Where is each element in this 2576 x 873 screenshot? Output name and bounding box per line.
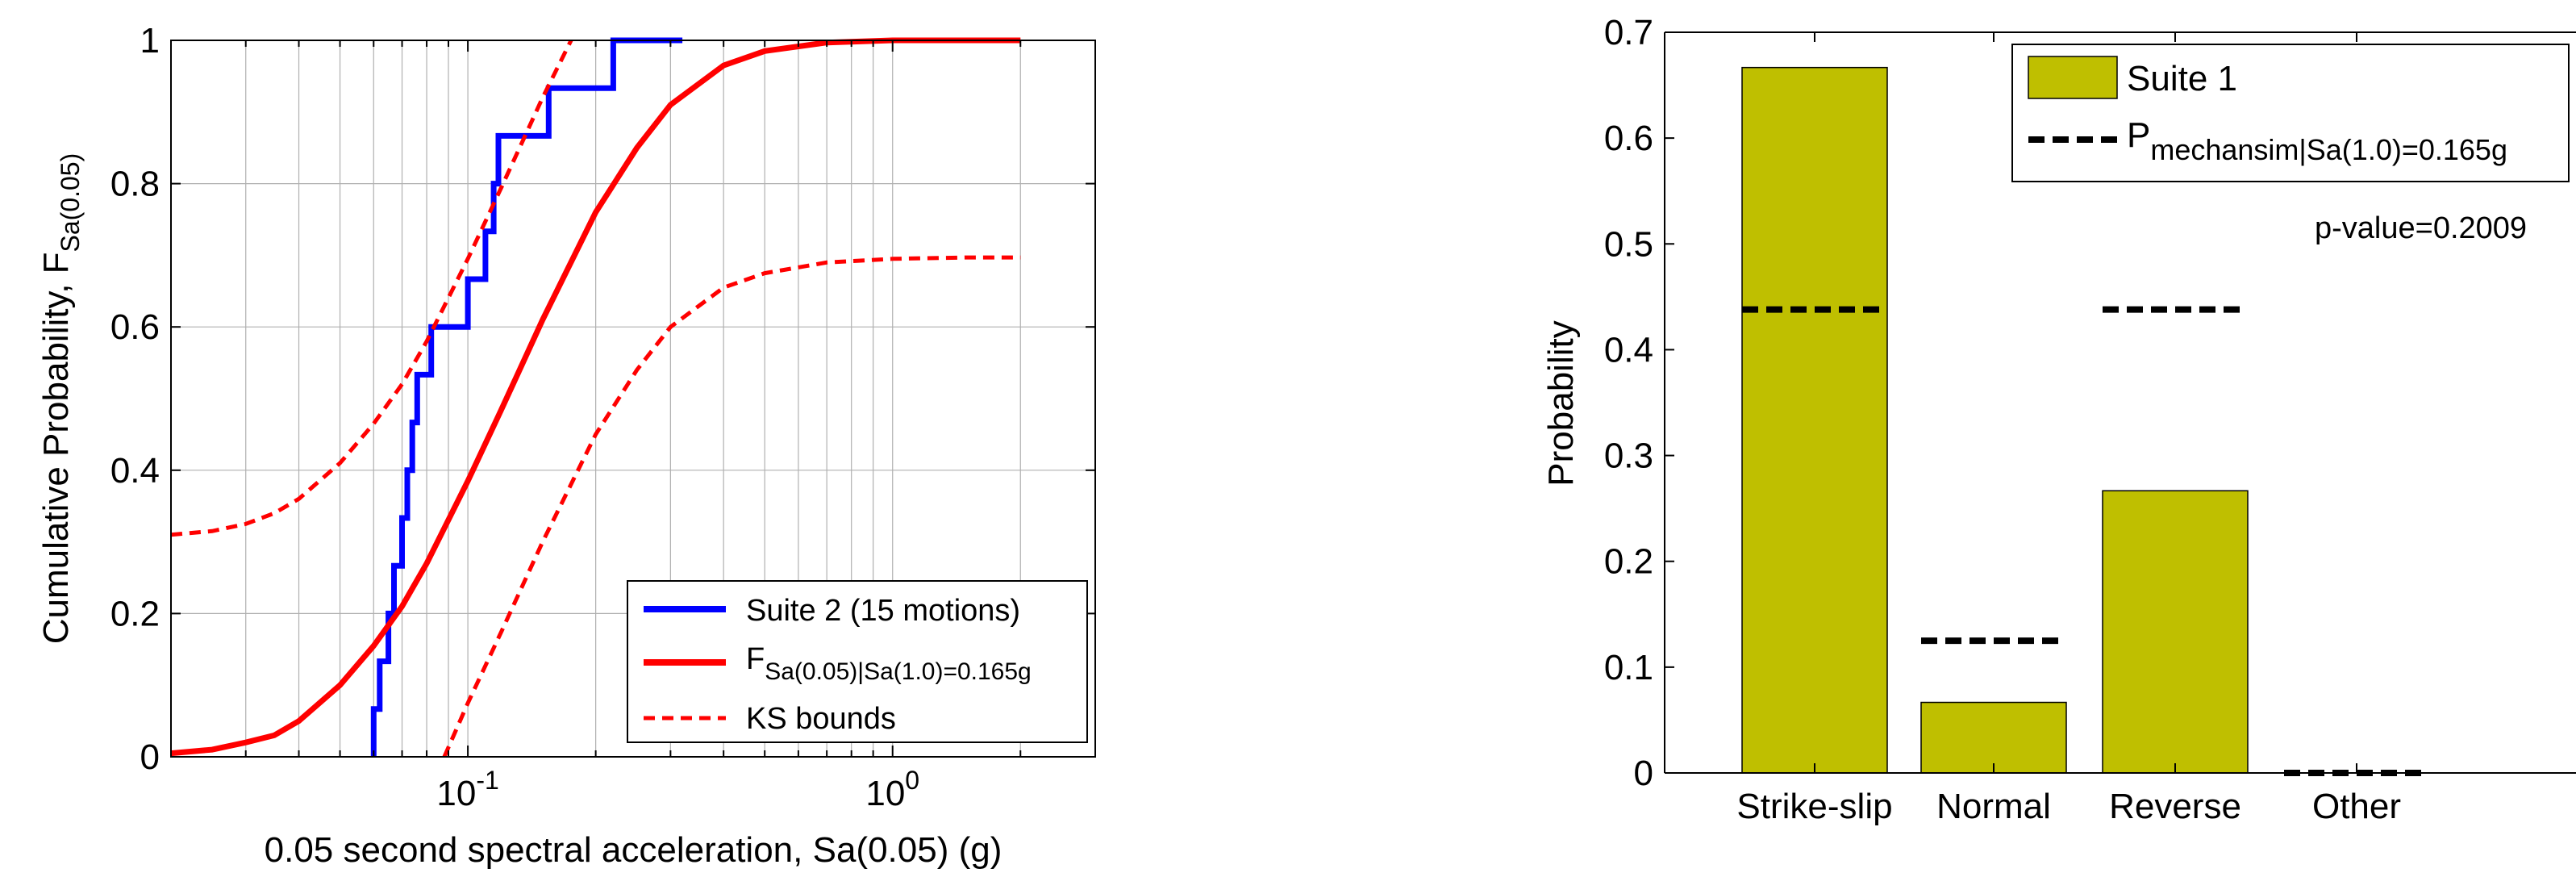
cdf-x-axis-label: 0.05 second spectral acceleration, Sa(0.… (265, 830, 1002, 870)
cdf-x-tick-label-exp: 0 (905, 766, 919, 795)
cdf-legend-label-suite2: Suite 2 (15 motions) (746, 594, 1020, 628)
cdf-y-tick-label: 0.2 (110, 594, 160, 633)
cdf-x-ticks: 10-1 100 (244, 40, 1022, 813)
cdf-legend-label-F-main: F (746, 642, 765, 676)
bar-reverse (2102, 490, 2249, 774)
bar-legend-label-mechanism: Pmechansim|Sa(1.0)=0.165g (2127, 115, 2507, 166)
bar-legend-label-suite1: Suite 1 (2127, 59, 2237, 98)
bar-legend-label-mechanism-sub: mechansim|Sa(1.0)=0.165g (2150, 133, 2507, 166)
cdf-x-tick-label-base: 10 (865, 774, 905, 813)
cdf-axes-frame (170, 40, 1096, 758)
bar-y-tick-label: 0.6 (1604, 119, 1653, 158)
bar-legend-swatch-suite1 (2028, 56, 2118, 99)
cdf-x-tick-label-base: 10 (436, 774, 476, 813)
bar-axes-frame (1664, 31, 2576, 774)
bar-x-ticks: Strike-slip Normal Reverse Other (1736, 32, 2401, 826)
cdf-legend-label-F-sub: Sa(0.05)|Sa(1.0)=0.165g (765, 658, 1032, 685)
bar-strike-slip (1741, 66, 1888, 774)
bar-series-group (1741, 66, 2249, 774)
bar-y-axis-label: Probability (1541, 320, 1581, 486)
cdf-series-suite2-step (370, 37, 683, 757)
cdf-series-ks-upper (170, 39, 573, 537)
bar-y-tick-label: 0 (1634, 754, 1653, 793)
cdf-x-tick-label: 100 (865, 766, 919, 813)
bar-y-tick-label: 0.5 (1604, 224, 1653, 264)
cdf-series-fitted-cdf (170, 37, 1021, 757)
cdf-y-axis-label: Cumulative Probability, FSa(0.05) (36, 153, 85, 645)
cdf-y-axis-label-main: Cumulative Probability, F (36, 252, 76, 644)
bar-y-tick-label: 0.1 (1604, 648, 1653, 687)
cdf-y-tick-label: 0 (140, 737, 160, 777)
mechanism-bar-chart: 0 0.1 0.2 0.3 0.4 0.5 0.6 0.7 Strike-slip Normal… (1541, 13, 2576, 826)
cdf-y-axis-label-sub: Sa(0.05) (56, 153, 85, 253)
cdf-legend-label-ks: KS bounds (746, 702, 896, 736)
bar-normal (1920, 701, 2067, 774)
bar-x-tick-label: Normal (1936, 787, 2051, 826)
bar-y-tick-label: 0.7 (1604, 13, 1653, 52)
cdf-x-tick-label-exp: -1 (476, 766, 498, 795)
bar-y-tick-label: 0.2 (1604, 542, 1653, 582)
cdf-x-tick-label: 10-1 (436, 766, 498, 813)
cdf-legend-label-F: FSa(0.05)|Sa(1.0)=0.165g (746, 642, 1032, 685)
bar-y-tick-label: 0.4 (1604, 330, 1653, 370)
cdf-chart: 00.20.40.60.81 10-1 100 0.05 second spect… (36, 21, 1096, 870)
bar-y-ticks: 0 0.1 0.2 0.3 0.4 0.5 0.6 0.7 (1604, 13, 1674, 793)
cdf-y-ticks: 0 0.2 0.4 0.6 0.8 1 (110, 21, 1095, 777)
bar-x-tick-label: Reverse (2109, 787, 2241, 826)
cdf-y-tick-label: 1 (140, 21, 160, 61)
cdf-y-tick-label: 0.8 (110, 165, 160, 204)
bar-y-tick-label: 0.3 (1604, 436, 1653, 476)
bar-x-tick-label: Other (2312, 787, 2401, 826)
cdf-series-ks-lower (442, 255, 1021, 758)
cdf-series-group (170, 37, 1021, 758)
bar-legend-label-mechanism-main: P (2127, 115, 2150, 155)
cdf-y-tick-label: 0.4 (110, 451, 160, 491)
bar-legend: Suite 1 Pmechansim|Sa(1.0)=0.165g (2011, 44, 2570, 182)
bar-x-tick-label: Strike-slip (1736, 787, 1892, 826)
cdf-y-tick-label: 0.6 (110, 307, 160, 347)
cdf-legend: Suite 2 (15 motions) FSa(0.05)|Sa(1.0)=0… (627, 580, 1088, 743)
bar-annotation-pvalue: p-value=0.2009 (2315, 211, 2527, 245)
